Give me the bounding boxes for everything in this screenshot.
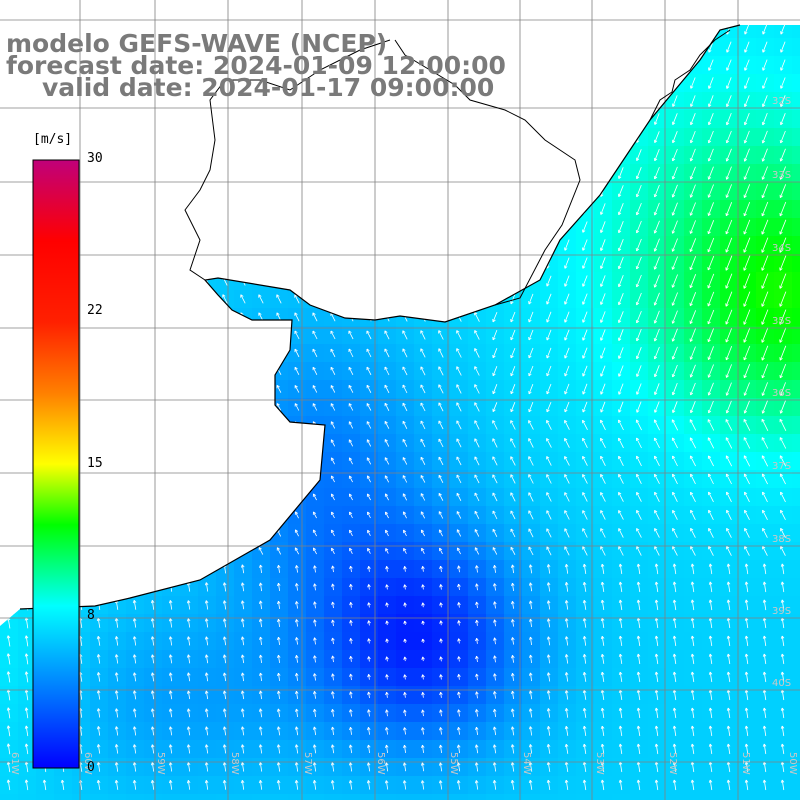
lat-label: 38S	[772, 534, 791, 545]
title-forecast-date: forecast date: 2024-01-09 12:00:00	[6, 51, 506, 80]
lon-label: 61W	[9, 752, 20, 775]
colorbar	[32, 159, 80, 769]
lat-label: 36S	[772, 388, 791, 399]
lon-label: 52W	[667, 752, 678, 775]
title-valid-date: valid date: 2024-01-17 09:00:00	[42, 73, 495, 102]
lon-label: 60W	[82, 752, 93, 775]
lat-label: 40S	[772, 678, 791, 689]
lon-label: 53W	[594, 752, 605, 775]
lon-label: 57W	[302, 752, 313, 775]
colorbar-tick-15: 15	[87, 456, 103, 471]
lon-label: 50W	[787, 752, 798, 775]
lat-label: 32S	[772, 96, 791, 107]
colorbar-unit: [m/s]	[33, 132, 73, 147]
lat-label: 39S	[772, 606, 791, 617]
lat-label: 33S	[772, 170, 791, 181]
lon-label: 54W	[521, 752, 532, 775]
lon-label: 58W	[229, 752, 240, 775]
lat-label: 37S	[772, 461, 791, 472]
colorbar-tick-22: 22	[87, 303, 103, 318]
lat-label: 35S	[772, 316, 791, 327]
colorbar-tick-30: 30	[87, 151, 103, 166]
title-model: modelo GEFS-WAVE (NCEP)	[6, 29, 388, 58]
lon-label: 51W	[740, 752, 751, 775]
lon-label: 59W	[155, 752, 166, 775]
colorbar-tick-8: 8	[87, 608, 95, 623]
colorbar-tick-0: 0	[87, 760, 95, 775]
lat-label: 34S	[772, 243, 791, 254]
lon-label: 56W	[375, 752, 386, 775]
lon-label: 55W	[448, 752, 459, 775]
